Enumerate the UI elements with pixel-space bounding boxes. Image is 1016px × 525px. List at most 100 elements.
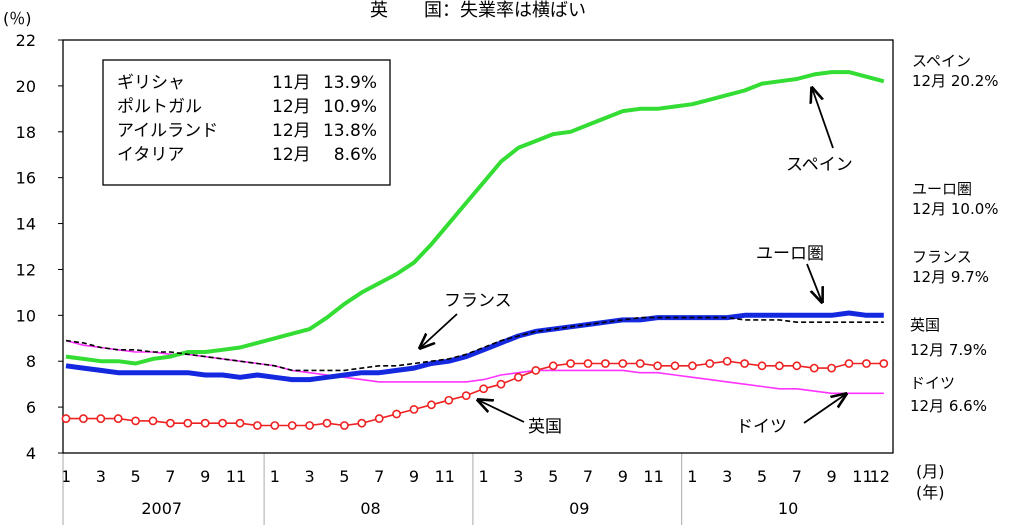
inset-value: 10.9%: [323, 97, 377, 117]
x-tick-label: 11: [643, 467, 663, 486]
year-label: 2007: [141, 499, 182, 518]
right-label-uk-value: 12月 7.9%: [910, 341, 987, 359]
series-line-spain: [65, 70, 885, 366]
right-label-germany: ドイツ 12月 6.6%: [910, 374, 987, 415]
y-tick-label: 22: [16, 31, 36, 50]
uk-point: [444, 395, 454, 405]
uk-point: [601, 359, 610, 368]
y-tick-label: 8: [26, 352, 36, 371]
annotation-germany: ドイツ: [736, 394, 846, 437]
right-label-france-name: フランス: [912, 248, 972, 266]
x-tick-label: 5: [131, 467, 141, 486]
uk-point: [618, 359, 628, 368]
series-line-france: [65, 316, 884, 372]
y-tick-label: 20: [16, 77, 36, 96]
x-axis-years: 2007 08 09 10: [62, 453, 798, 525]
right-label-euro-name: ユーロ圏: [912, 180, 972, 198]
inset-value: 8.6%: [334, 145, 377, 165]
annotation-germany-arrow: [803, 394, 846, 424]
inset-country: イタリア: [117, 145, 184, 165]
x-tick-label: 11: [226, 467, 246, 486]
uk-point: [218, 418, 227, 428]
x-tick-label: 9: [409, 467, 419, 486]
plot-frame: [62, 39, 894, 454]
uk-point: [583, 359, 593, 368]
uk-point: [392, 409, 401, 419]
inset-month: 12月: [272, 97, 311, 117]
x-tick-label: 7: [374, 467, 384, 486]
y-tick-label: 10: [16, 306, 36, 325]
x-unit-label-month: (月): [916, 462, 945, 481]
right-label-uk-name: 英国: [910, 316, 940, 334]
uk-point: [653, 361, 662, 371]
uk-point: [531, 365, 541, 375]
uk-point: [757, 361, 767, 371]
uk-point: [670, 361, 680, 371]
series-lines: [61, 70, 889, 430]
annotation-france: フランス: [420, 291, 512, 348]
annotation-france-arrow: [420, 313, 458, 348]
right-label-spain-name: スペイン: [912, 52, 971, 70]
chart-title: 英 国：失業率は横ばい: [370, 0, 586, 21]
annotation-euro-arrow: [806, 263, 822, 302]
uk-point: [270, 421, 280, 430]
uk-point: [148, 416, 158, 426]
uk-point: [722, 356, 732, 366]
x-tick-label: 5: [339, 467, 349, 486]
uk-point: [61, 414, 71, 423]
right-label-euro-value: 12月 10.0%: [912, 200, 999, 218]
uk-point: [705, 359, 715, 368]
inset-value: 13.8%: [323, 121, 377, 141]
uk-point: [635, 359, 645, 368]
uk-point: [461, 391, 471, 401]
uk-point: [479, 384, 488, 394]
uk-point: [688, 361, 697, 371]
uk-point: [235, 418, 245, 428]
right-label-spain: スペイン 12月 20.2%: [912, 52, 999, 90]
annotation-spain-label: スペイン: [786, 155, 853, 175]
annotation-france-label: フランス: [444, 291, 512, 311]
x-tick-label: 12: [870, 467, 890, 486]
x-tick-label: 11: [852, 467, 872, 486]
uk-point: [827, 363, 836, 373]
y-tick-label: 6: [26, 398, 36, 417]
uk-point: [879, 359, 889, 368]
x-tick-label: 7: [583, 467, 593, 486]
year-label: 10: [778, 499, 798, 518]
x-tick-label: 7: [165, 467, 175, 486]
uk-point: [96, 414, 106, 423]
x-tick-label: 3: [96, 467, 106, 486]
series-line-euro: [65, 310, 884, 383]
uk-point: [113, 414, 123, 423]
uk-point: [339, 421, 349, 430]
uk-point: [844, 359, 854, 368]
inset-country: ポルトガル: [117, 97, 202, 117]
uk-point: [792, 361, 802, 371]
uk-point: [548, 361, 558, 371]
y-axis-ticks: 4 6 8 10 12 14 16 18 20 22: [16, 31, 63, 463]
uk-point: [514, 372, 523, 382]
x-tick-label: 5: [548, 467, 558, 486]
y-tick-label: 4: [26, 444, 36, 463]
annotation-uk: 英国: [478, 400, 562, 437]
y-tick-label: 12: [16, 260, 36, 279]
uk-point: [165, 418, 175, 428]
x-tick-label: 3: [722, 467, 732, 486]
x-tick-label: 1: [61, 467, 71, 486]
x-tick-label: 3: [305, 467, 315, 486]
inset-country: アイルランド: [117, 121, 218, 141]
x-tick-label: 11: [435, 467, 455, 486]
right-label-euro: ユーロ圏 12月 10.0%: [912, 180, 999, 218]
right-label-germany-value: 12月 6.6%: [910, 397, 987, 415]
x-tick-label: 7: [792, 467, 802, 486]
uk-point: [809, 363, 819, 373]
uk-point: [322, 418, 332, 428]
uk-point: [305, 421, 314, 430]
uk-point: [740, 359, 749, 368]
inset-table-box: [102, 59, 391, 186]
x-tick-label: 1: [270, 467, 280, 486]
annotation-uk-arrow: [478, 400, 525, 423]
uk-point: [287, 421, 297, 430]
y-tick-label: 16: [16, 169, 36, 188]
